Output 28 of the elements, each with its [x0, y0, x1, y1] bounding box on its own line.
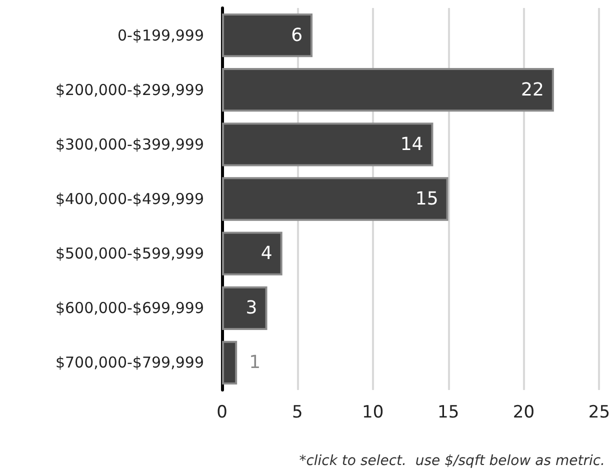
bar — [222, 232, 282, 276]
text: *click to select. use $/sqft below as metric. — [299, 453, 606, 469]
y-tick-label: $400,000-$499,999 — [55, 190, 204, 208]
y-tick-label: $200,000-$299,999 — [55, 80, 204, 99]
x-tick-label: 5 — [292, 402, 303, 422]
data-label: 14 — [400, 134, 424, 155]
data-label: 22 — [521, 79, 544, 100]
data-label: 4 — [260, 243, 272, 264]
data-label: 1 — [249, 352, 261, 374]
bar — [222, 122, 434, 166]
bar — [222, 340, 238, 385]
data-label: 15 — [415, 188, 438, 210]
y-tick-label: 0-$199,999 — [117, 26, 204, 44]
data-label: 6 — [291, 24, 303, 46]
x-tick-label: 20 — [512, 402, 535, 422]
y-tick-label: $300,000-$399,999 — [55, 135, 204, 154]
bar — [222, 286, 268, 330]
x-tick-label: 15 — [437, 402, 460, 422]
bar — [222, 13, 313, 58]
data-label: 3 — [246, 298, 258, 319]
bar — [222, 68, 554, 112]
x-tick-label: 0 — [216, 402, 228, 422]
x-tick-label: 25 — [588, 402, 610, 422]
y-tick-label: $500,000-$599,999 — [55, 244, 204, 263]
x-tick-label: 10 — [362, 402, 384, 422]
y-tick-label: $600,000-$699,999 — [55, 299, 204, 318]
bar — [222, 177, 448, 221]
y-tick-label: $700,000-$799,999 — [55, 354, 204, 372]
